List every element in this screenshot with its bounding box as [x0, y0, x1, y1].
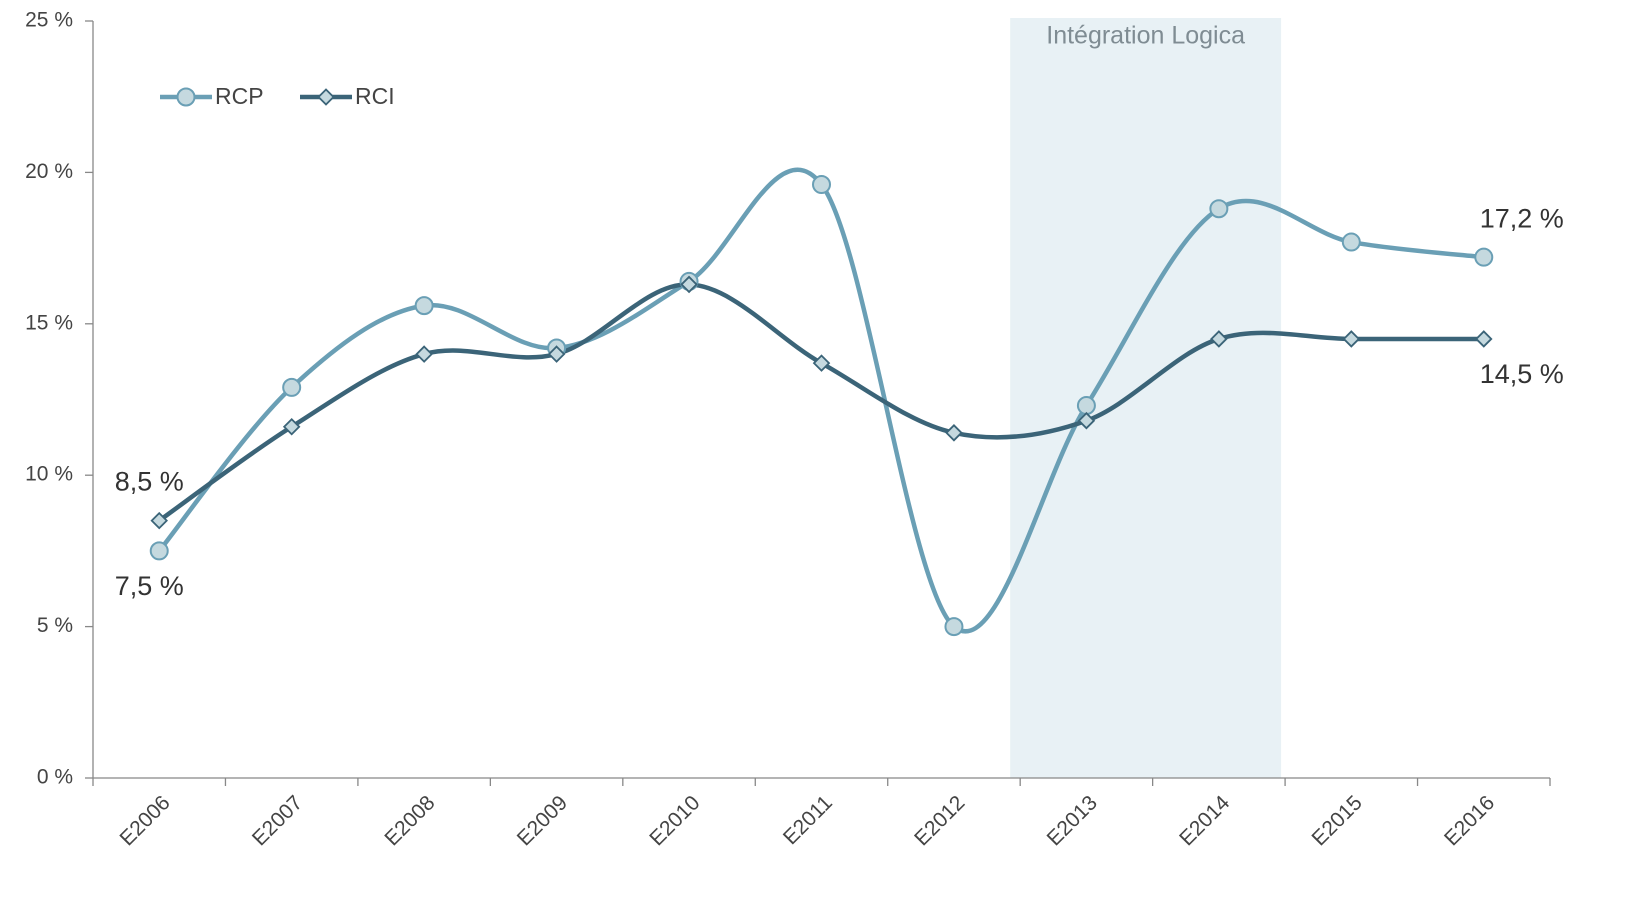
marker — [1341, 232, 1361, 252]
data-label: 7,5 % — [115, 571, 184, 601]
marker — [680, 275, 698, 294]
y-tick-label: 25 % — [25, 9, 73, 32]
legend-item: RCI — [300, 83, 395, 109]
marker — [812, 354, 831, 372]
y-tick-label: 10 % — [25, 463, 73, 486]
x-tick-label: E2016 — [1440, 791, 1499, 850]
marker — [1474, 330, 1493, 348]
marker — [1077, 411, 1096, 430]
marker — [149, 541, 169, 561]
marker — [547, 345, 566, 363]
x-tick-label: E2010 — [645, 791, 704, 850]
y-tick-label: 0 % — [37, 766, 73, 789]
data-label: 17,2 % — [1480, 203, 1564, 233]
y-tick-label: 15 % — [25, 311, 73, 334]
marker — [176, 87, 196, 107]
marker — [1209, 199, 1229, 219]
legend-label: RCP — [215, 83, 264, 109]
x-tick-label: E2007 — [248, 791, 307, 850]
highlight-band — [1010, 18, 1282, 778]
x-tick-label: E2013 — [1043, 791, 1102, 850]
highlight-label: Intégration Logica — [1046, 22, 1245, 50]
y-tick-label: 5 % — [37, 614, 73, 637]
marker — [1076, 396, 1096, 416]
marker — [944, 617, 964, 637]
series-line — [157, 167, 1485, 634]
marker — [1342, 330, 1361, 348]
x-tick-label: E2009 — [513, 791, 572, 850]
x-tick-label: E2011 — [779, 791, 837, 849]
y-tick-label: 20 % — [25, 160, 73, 183]
marker — [282, 417, 301, 436]
legend-label: RCI — [355, 83, 395, 109]
legend-item: RCP — [160, 83, 264, 109]
x-tick-label: E2014 — [1175, 791, 1234, 850]
data-label: 8,5 % — [115, 467, 184, 497]
x-tick-label: E2008 — [380, 791, 439, 850]
marker — [282, 377, 302, 397]
x-tick-label: E2012 — [910, 791, 969, 850]
x-tick-label: E2006 — [115, 791, 174, 850]
marker — [945, 424, 963, 442]
marker — [1210, 330, 1228, 348]
data-label: 14,5 % — [1480, 359, 1564, 389]
marker — [414, 296, 434, 316]
marker — [150, 511, 168, 530]
series-line — [157, 282, 1484, 523]
x-tick-label: E2015 — [1308, 791, 1367, 850]
marker — [1474, 247, 1494, 267]
marker — [415, 345, 433, 363]
marker — [317, 88, 335, 106]
marker — [812, 175, 831, 195]
